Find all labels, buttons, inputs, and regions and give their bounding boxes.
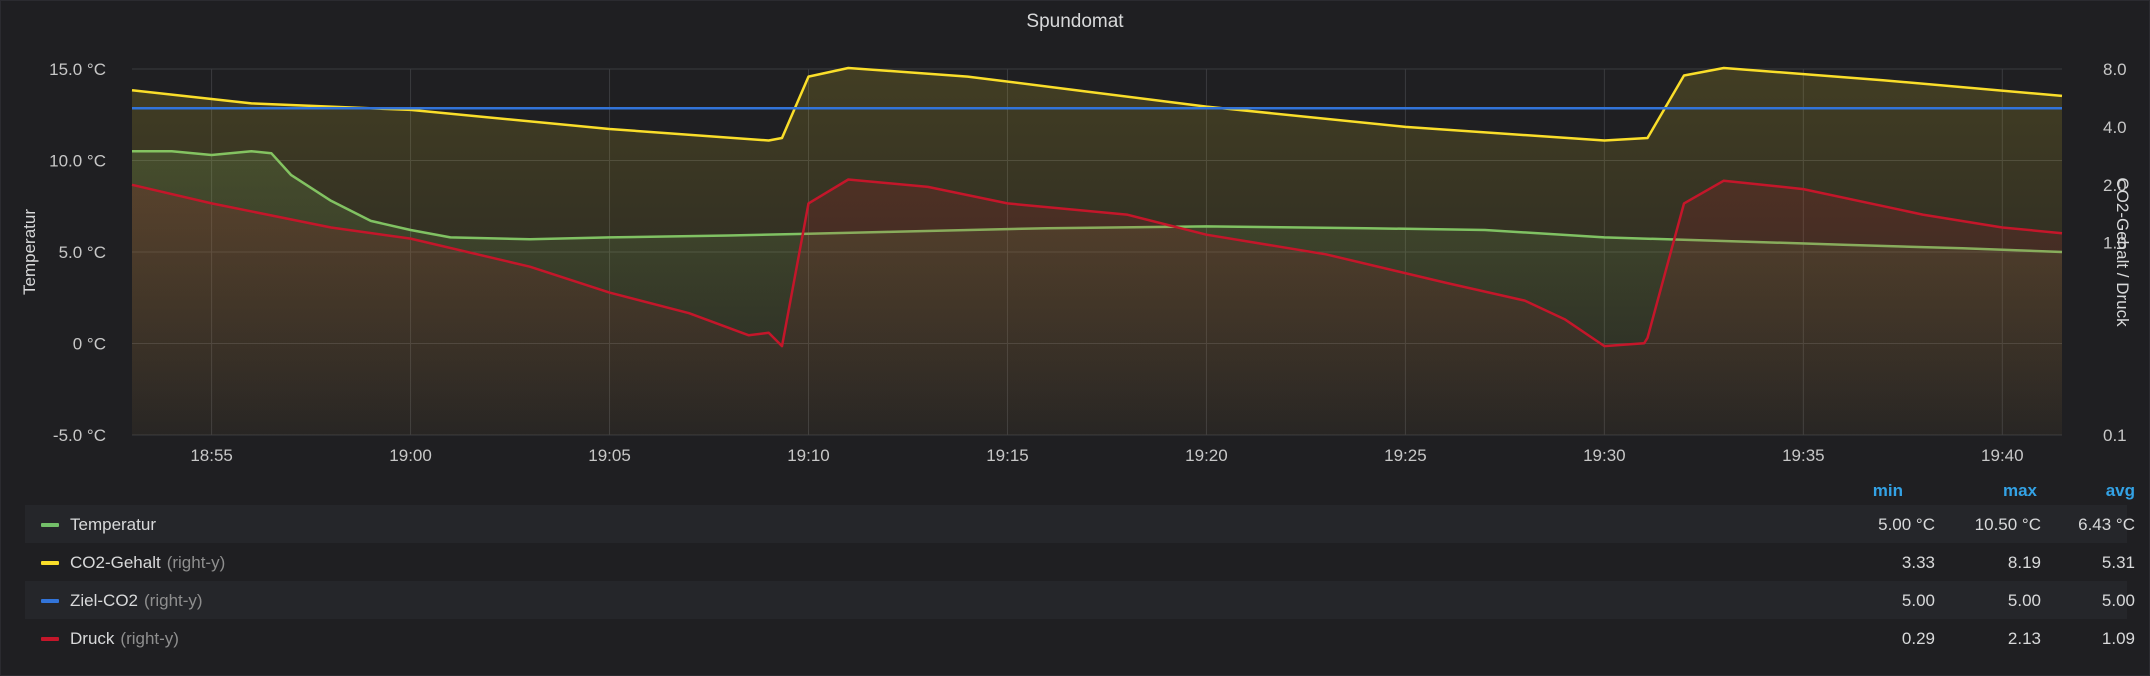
y-left-tick-label: 5.0 °C [59, 243, 106, 262]
y-right-tick-label: 1.0 [2103, 234, 2127, 253]
x-tick-label: 19:25 [1384, 446, 1427, 465]
legend-col-avg[interactable]: avg [2105, 481, 2135, 500]
y-left-axis-label: Temperatur [20, 209, 39, 295]
panel-title[interactable]: Spundomat [1026, 11, 1124, 32]
x-tick-label: 19:00 [389, 446, 432, 465]
legend-min-value: 3.33 [1901, 553, 1935, 572]
legend-swatch[interactable] [41, 561, 59, 565]
x-tick-label: 19:20 [1185, 446, 1228, 465]
x-tick-label: 19:30 [1583, 446, 1626, 465]
x-tick-label: 19:40 [1981, 446, 2024, 465]
legend-series-label: Ziel-CO2 [70, 591, 139, 610]
legend-series-label: CO2-Gehalt [70, 553, 161, 572]
legend-table: min max avg Temperatur 5.00 °C 10.50 °C 6.4… [25, 477, 2135, 657]
series-line-co2-gehalt [131, 66, 2063, 142]
legend-series-label: Temperatur [70, 515, 156, 534]
y-right-tick-label: 0.1 [2103, 426, 2127, 445]
legend-avg-value: 6.43 °C [2078, 515, 2135, 534]
y-right-tick-label: 2.0 [2103, 176, 2127, 195]
legend-header: min max avg [25, 477, 2135, 505]
legend-row[interactable]: Ziel-CO2 (right-y) 5.00 5.00 5.00 [25, 581, 2135, 619]
y-right-tick-label: 4.0 [2103, 118, 2127, 137]
x-tick-label: 19:15 [986, 446, 1029, 465]
legend-max-value: 2.13 [2007, 629, 2041, 648]
legend-swatch[interactable] [41, 599, 59, 603]
legend-swatch[interactable] [41, 637, 59, 641]
legend-max-value: 8.19 [2007, 553, 2041, 572]
legend-axis-note: (right-y) [144, 591, 203, 610]
chart-plot-area: 15.0 °C 10.0 °C 5.0 °C 0 °C -5.0 °C 18:55 19:0… [20, 60, 2132, 465]
x-tick-label: 19:05 [588, 446, 631, 465]
series-area-druck [132, 179, 2062, 435]
legend-max-value: 5.00 [2007, 591, 2041, 610]
legend-min-value: 5.00 °C [1878, 515, 1935, 534]
legend-series-name[interactable]: Temperatur [70, 515, 162, 535]
legend-max-value: 10.50 °C [1974, 515, 2041, 534]
legend-swatch[interactable] [41, 523, 59, 527]
legend-avg-value: 1.09 [2101, 629, 2135, 648]
y-right-axis-label: CO2-Gehalt / Druck [2113, 177, 2132, 327]
y-left-tick-label: 0 °C [73, 335, 106, 354]
series-line-druck [131, 178, 2063, 348]
x-tick-label: 18:55 [190, 446, 233, 465]
legend-series-name[interactable]: CO2-Gehalt (right-y) [70, 553, 225, 573]
legend-min-value: 0.29 [1901, 629, 1935, 648]
legend-avg-value: 5.00 [2101, 591, 2135, 610]
legend-axis-note: (right-y) [120, 629, 179, 648]
legend-row[interactable]: CO2-Gehalt (right-y) 3.33 8.19 5.31 [25, 543, 2135, 581]
y-left-tick-label: 15.0 °C [49, 60, 106, 79]
legend-col-min[interactable]: min [1872, 481, 1903, 500]
y-left-tick-label: -5.0 °C [53, 426, 106, 445]
legend-col-max[interactable]: max [2002, 481, 2037, 500]
legend-series-name[interactable]: Druck (right-y) [70, 629, 179, 649]
legend-avg-value: 5.31 [2101, 553, 2135, 572]
legend-min-value: 5.00 [1901, 591, 1935, 610]
legend-series-name[interactable]: Ziel-CO2 (right-y) [70, 591, 203, 611]
y-left-tick-label: 10.0 °C [49, 152, 106, 171]
legend-row[interactable]: Temperatur 5.00 °C 10.50 °C 6.43 °C [25, 505, 2135, 543]
legend-row[interactable]: Druck (right-y) 0.29 2.13 1.09 [25, 619, 2135, 657]
legend-axis-note: (right-y) [166, 553, 226, 572]
x-tick-label: 19:10 [787, 446, 830, 465]
legend-series-label: Druck [70, 629, 115, 648]
y-right-tick-label: 8.0 [2103, 60, 2127, 79]
x-tick-label: 19:35 [1782, 446, 1825, 465]
